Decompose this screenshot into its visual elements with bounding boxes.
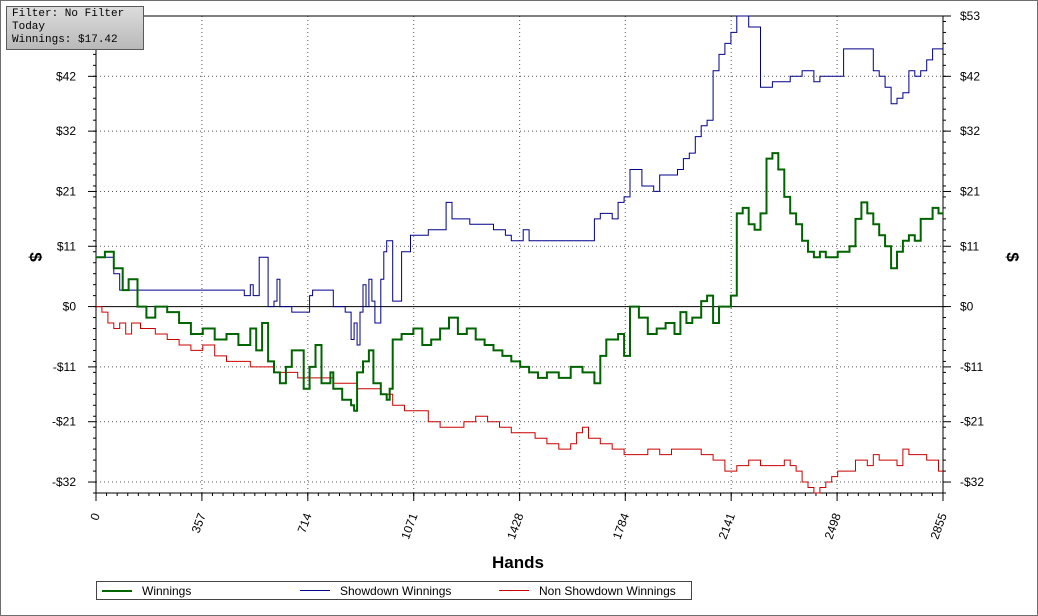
legend-item-winnings: Winnings [102,582,191,599]
series-layer [96,15,943,494]
legend-label-winnings: Winnings [142,583,192,598]
x-tick-label: 2498 [822,511,844,541]
y-tick-label-right: $11 [960,239,979,253]
legend-label-showdown: Showdown Winnings [340,583,452,598]
y-axis-title-left: $ [26,252,45,262]
y-tick-label-right: $21 [960,184,980,198]
y-tick-label-right: $0 [960,300,974,314]
axis-layer [88,15,951,501]
legend-item-showdown: Showdown Winnings [300,582,451,599]
y-tick-label-right: -$11 [960,360,983,374]
y-tick-label-left: $42 [56,69,76,83]
x-tick-label: 1784 [610,511,632,541]
filter-info-box: Filter: No Filter Today Winnings: $17.42 [6,6,144,50]
y-tick-label-left: $0 [63,300,77,314]
y-tick-label-right: -$32 [960,475,984,489]
y-tick-label-left: $11 [57,239,76,253]
labels-layer: 0 357 714 1071 1428 1784 2141 2498 2855 $42 $32 $21… [52,9,984,541]
x-tick-label: 2855 [928,511,950,541]
series-line-non-showdown [96,306,943,494]
plot-area-border [95,15,944,494]
legend-label-non-showdown: Non Showdown Winnings [539,583,676,598]
y-tick-label-left: -$32 [52,475,76,489]
x-tick-label: 357 [189,511,209,535]
y-tick-label-right: -$21 [960,415,984,429]
chart-legend: Winnings Showdown Winnings Non Showdown … [96,581,692,600]
series-line-showdown [96,15,943,346]
filter-period: Today [12,21,46,33]
y-tick-label-right: $53 [960,9,980,23]
y-tick-label-right: $42 [960,69,980,83]
legend-swatch-winnings [102,589,132,592]
y-tick-label-left: $32 [56,124,76,138]
grid-layer [96,16,943,493]
y-tick-label-right: $32 [960,124,980,138]
legend-item-non-showdown: Non Showdown Winnings [499,582,676,599]
y-axis-title-right: $ [1003,252,1022,262]
series-line-winnings [96,152,943,412]
legend-swatch-non-showdown [499,590,529,591]
x-tick-label: 714 [295,511,315,535]
y-tick-label-left: $21 [56,184,76,198]
legend-swatch-showdown [300,590,330,591]
filter-label: Filter: No Filter [12,8,125,20]
y-tick-label-left: -$21 [52,415,76,429]
x-axis-title: Hands [492,553,544,572]
x-tick-label: 1428 [504,511,526,541]
x-tick-label: 1071 [398,511,420,541]
x-tick-label: 2141 [716,511,738,541]
x-tick-label: 0 [87,511,103,522]
filter-winnings: Winnings: $17.42 [12,34,118,46]
y-tick-label-left: -$11 [53,360,76,374]
